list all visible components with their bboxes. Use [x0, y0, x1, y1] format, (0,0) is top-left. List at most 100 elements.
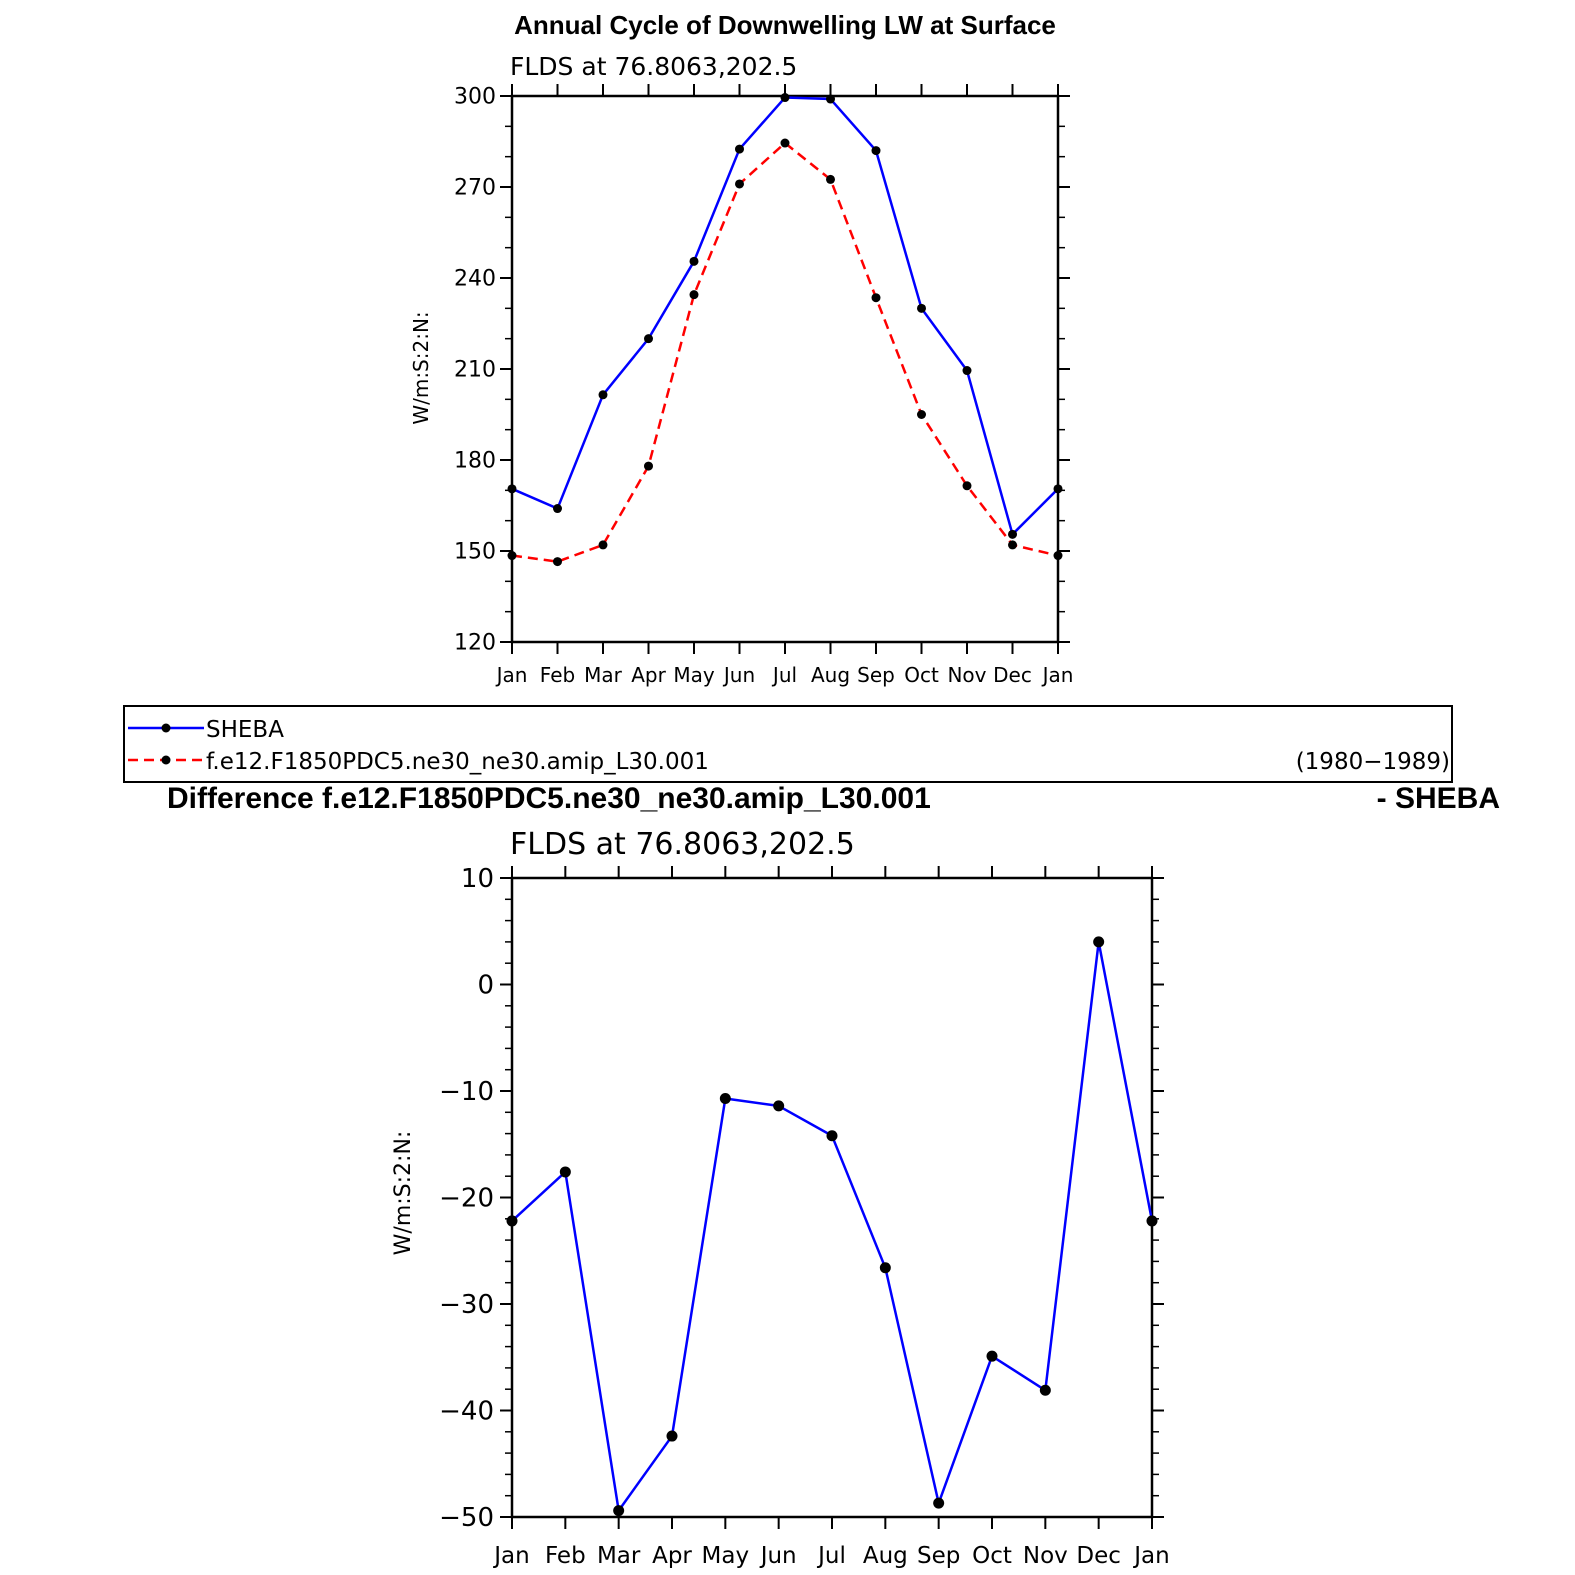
bottom-series-0-point	[826, 1130, 838, 1142]
top-series-0-point	[826, 94, 835, 104]
bottom-series-0-point	[559, 1166, 571, 1178]
bottom-series-0-line	[511, 940, 1154, 1512]
top-series-1-point	[644, 461, 653, 471]
top-series-1-point	[871, 293, 881, 303]
bottom-chart-subtitle: FLDS at 76.8063,202.5	[510, 827, 855, 862]
top-series-1-point	[598, 540, 608, 550]
top-x-tick-label: Jun	[722, 663, 755, 687]
top-y-tick-label: 300	[454, 85, 496, 110]
top-series-1-point	[1008, 540, 1017, 550]
top-y-tick-label: 180	[454, 449, 496, 474]
top-series-0-point	[507, 484, 517, 494]
bottom-chart-title-right: - SHEBA	[1377, 782, 1500, 815]
bottom-x-tick-label: Aug	[863, 1543, 908, 1569]
top-series-1-point	[780, 138, 790, 148]
top-series-1-point	[1053, 551, 1063, 561]
bottom-y-tick-label: −50	[439, 1503, 494, 1533]
bottom-x-tick-label: Jun	[759, 1543, 797, 1569]
bottom-x-tick-label: Apr	[652, 1543, 692, 1569]
top-series-0-point	[962, 366, 972, 376]
top-series-1-point	[735, 179, 744, 189]
top-x-tick-label: Sep	[857, 663, 895, 687]
top-y-tick-label: 240	[454, 267, 496, 292]
bottom-chart-title-left: Difference f.e12.F1850PDC5.ne30_ne30.ami…	[167, 782, 931, 815]
top-series-0-point	[1053, 484, 1063, 494]
top-series-0-point	[1008, 529, 1017, 539]
bottom-series-0-point	[986, 1350, 998, 1362]
bottom-x-tick-label: Mar	[597, 1543, 641, 1569]
legend-sheba-label: SHEBA	[206, 717, 284, 743]
top-x-tick-label: Jul	[771, 663, 797, 687]
bottom-y-tick-label: 0	[477, 971, 494, 1001]
bottom-series-0-point	[933, 1497, 945, 1509]
bottom-x-tick-label: Jul	[816, 1543, 846, 1569]
bottom-series-0-point	[719, 1092, 731, 1104]
top-series-1-point	[507, 551, 517, 561]
top-series-0-point	[871, 146, 881, 156]
top-series-1-point	[553, 557, 562, 567]
top-series-1-point	[962, 481, 972, 491]
top-x-tick-label: Apr	[631, 663, 666, 687]
legend-model-label: f.e12.F1850PDC5.ne30_ne30.amip_L30.001	[206, 749, 709, 775]
legend-model-period: (1980−1989)	[1296, 749, 1450, 775]
top-series-0-line	[511, 96, 1059, 536]
bottom-x-tick-label: Sep	[917, 1543, 960, 1569]
bottom-x-tick-label: Feb	[545, 1543, 586, 1569]
bottom-x-tick-label: Jan	[492, 1543, 529, 1569]
top-y-tick-label: 270	[454, 176, 496, 201]
bottom-y-tick-label: −30	[439, 1290, 494, 1320]
bottom-y-tick-label: 10	[461, 864, 494, 894]
legend-sheba-marker	[161, 723, 171, 733]
top-y-tick-label: 120	[454, 631, 496, 656]
bottom-series-0-point	[1093, 936, 1105, 948]
top-chart-title: Annual Cycle of Downwelling LW at Surfac…	[514, 10, 1056, 40]
top-plot-frame	[510, 94, 1060, 644]
bottom-plot-area: Jan Feb Mar Apr May Jun Jul Aug Sep Oct Nov Dec Jan −…	[439, 864, 1170, 1569]
top-x-tick-label: Aug	[811, 663, 850, 687]
bottom-x-tick-label: Dec	[1076, 1543, 1121, 1569]
top-x-tick-label: Dec	[993, 663, 1032, 687]
top-series-1-point	[826, 174, 835, 184]
top-series-0-point	[644, 334, 653, 344]
top-plot-area: Jan Feb Mar Apr May Jun Jul Aug Sep Oct Nov Dec Jan 1…	[454, 84, 1073, 687]
top-series-1-point	[689, 290, 699, 300]
top-x-tick-label: Jan	[1041, 663, 1074, 687]
top-y-axis-label: W/m:S:2:N:	[409, 311, 433, 424]
top-x-tick-label: Nov	[947, 663, 986, 687]
top-series-1-point	[917, 410, 926, 419]
top-series-0-point	[917, 303, 926, 313]
bottom-series-0-point	[879, 1262, 891, 1274]
top-series-1-line	[511, 141, 1059, 563]
legend-box	[123, 705, 1453, 783]
bottom-series-0-point	[773, 1100, 785, 1112]
top-x-tick-label: May	[673, 663, 715, 687]
bottom-series-0-point	[666, 1430, 678, 1442]
legend: SHEBA f.e12.F1850PDC5.ne30_ne30.amip_L30…	[123, 705, 1453, 783]
bottom-series-0-point	[1146, 1215, 1158, 1227]
top-x-tick-label: Jan	[495, 663, 528, 687]
top-chart-subtitle: FLDS at 76.8063,202.5	[510, 52, 797, 81]
bottom-y-axis-label: W/m:S:2:N:	[391, 1131, 416, 1256]
top-series-0-point	[780, 93, 790, 103]
bottom-plot-frame	[510, 876, 1154, 1519]
bottom-x-tick-label: Oct	[972, 1543, 1012, 1569]
top-series-0-point	[689, 256, 699, 266]
bottom-series-0-point	[506, 1215, 518, 1227]
legend-model-marker	[161, 755, 171, 765]
bottom-x-tick-label: Jan	[1132, 1543, 1169, 1569]
top-series-0-point	[735, 144, 744, 154]
bottom-series-0-point	[613, 1505, 625, 1517]
bottom-y-tick-label: −20	[439, 1184, 494, 1214]
top-series-0-point	[598, 390, 608, 400]
top-y-tick-label: 210	[454, 358, 496, 383]
bottom-y-tick-label: −10	[439, 1077, 494, 1107]
top-x-tick-label: Feb	[540, 663, 575, 687]
bottom-series-0-point	[1039, 1384, 1051, 1396]
bottom-x-tick-label: May	[702, 1543, 750, 1569]
top-y-tick-label: 150	[454, 540, 496, 565]
bottom-y-tick-label: −40	[439, 1397, 494, 1427]
top-x-tick-label: Mar	[584, 663, 623, 687]
top-x-tick-label: Oct	[904, 663, 939, 687]
bottom-x-tick-label: Nov	[1023, 1543, 1068, 1569]
